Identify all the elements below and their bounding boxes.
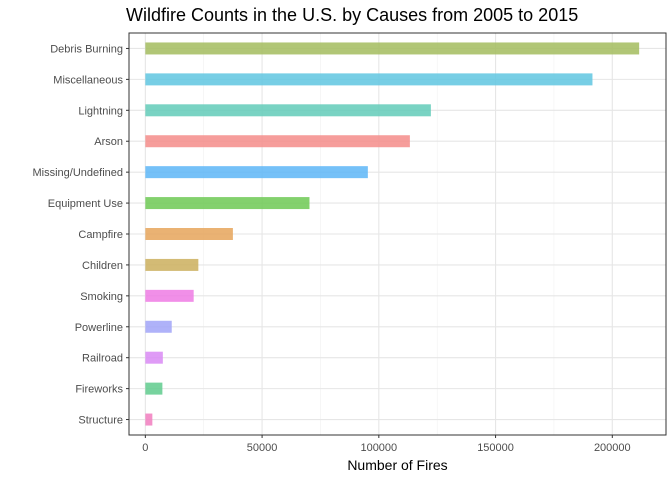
bar-powerline <box>145 320 172 333</box>
bar-miscellaneous <box>145 73 593 86</box>
bars <box>145 42 640 426</box>
bar-equipment-use <box>145 197 310 210</box>
y-axis-ticks: Debris Burning Miscellaneous Lightning Arso… <box>33 43 129 427</box>
y-tick-label: Railroad <box>82 353 123 365</box>
bar-lightning <box>145 104 431 117</box>
x-tick-label: 150000 <box>477 442 514 454</box>
y-tick-label: Powerline <box>75 322 123 334</box>
y-tick-label: Miscellaneous <box>53 74 123 86</box>
x-axis-title: Number of Fires <box>347 457 447 473</box>
x-tick-label: 0 <box>142 442 148 454</box>
bar-structure <box>145 413 153 426</box>
bar-campfire <box>145 228 233 240</box>
bar-debris-burning <box>145 42 640 55</box>
y-tick-label: Debris Burning <box>50 43 123 55</box>
y-tick-label: Equipment Use <box>48 198 123 210</box>
x-tick-label: 100000 <box>360 442 397 454</box>
bar-arson <box>145 135 410 148</box>
y-tick-label: Smoking <box>80 291 123 303</box>
bar-railroad <box>145 351 163 364</box>
bar-fireworks <box>145 382 163 395</box>
x-tick-label: 50000 <box>247 442 278 454</box>
y-tick-label: Structure <box>78 415 123 427</box>
y-tick-label: Lightning <box>78 105 123 117</box>
bar-children <box>145 258 199 271</box>
y-tick-label: Campfire <box>78 229 123 241</box>
y-tick-label: Fireworks <box>75 384 123 396</box>
y-tick-label: Missing/Undefined <box>33 167 124 179</box>
y-tick-label: Children <box>82 260 123 272</box>
bar-missing-undefined <box>145 166 368 179</box>
x-axis-ticks: 0 50000 100000 150000 200000 <box>142 435 631 454</box>
y-tick-label: Arson <box>94 136 123 148</box>
x-tick-label: 200000 <box>594 442 631 454</box>
chart-title: Wildfire Counts in the U.S. by Causes fr… <box>126 5 578 25</box>
bar-smoking <box>145 289 194 302</box>
